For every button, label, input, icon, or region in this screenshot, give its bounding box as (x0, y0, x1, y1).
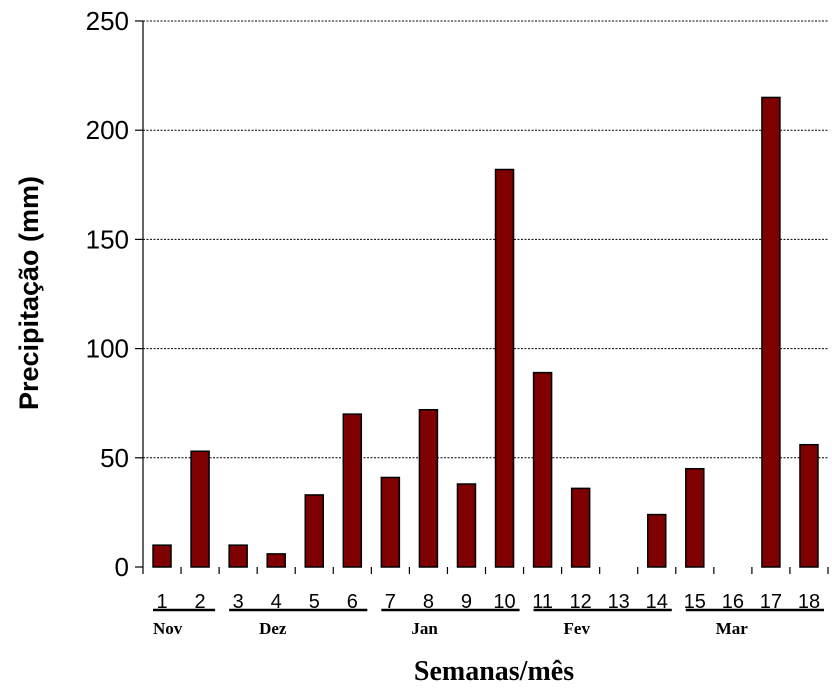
x-tick-label: 13 (608, 591, 630, 613)
month-label: Mar (716, 619, 749, 638)
x-axis-title: Semanas/mês (414, 656, 574, 684)
x-tick-label: 3 (233, 591, 244, 613)
bars (152, 96, 819, 568)
bar (228, 544, 248, 568)
bar (647, 513, 667, 568)
bar (418, 409, 439, 568)
axes (135, 20, 829, 612)
y-axis-title: Precipitação (mm) (14, 176, 44, 410)
bar (304, 494, 324, 568)
x-tick-label: 10 (493, 591, 515, 613)
x-tick-label: 8 (423, 591, 434, 613)
x-tick-label: 18 (798, 591, 820, 613)
x-tick-label: 7 (385, 591, 396, 613)
bar (570, 487, 591, 568)
y-tick-label: 150 (86, 224, 129, 254)
bar (456, 483, 477, 568)
y-tick-label: 200 (86, 115, 129, 145)
x-tick-label: 5 (309, 591, 320, 613)
x-tick-label: 14 (646, 591, 668, 613)
y-tick-label: 0 (115, 552, 129, 582)
bar (761, 96, 781, 568)
x-tick-label: 4 (271, 591, 282, 613)
x-tick-label: 16 (722, 591, 744, 613)
x-tick-label: 17 (760, 591, 782, 613)
x-tick-label: 12 (570, 591, 592, 613)
bar (266, 553, 286, 568)
bar (799, 443, 819, 568)
x-tick-label: 15 (684, 591, 706, 613)
month-label: Jan (411, 619, 438, 638)
bar (494, 168, 515, 568)
x-tick-label: 9 (461, 591, 472, 613)
month-label: Fev (564, 619, 591, 638)
y-tick-label: 250 (86, 6, 129, 36)
x-tick-label: 6 (347, 591, 358, 613)
x-tick-label: 1 (156, 591, 167, 613)
month-label: Nov (153, 619, 183, 638)
y-tick-label: 100 (86, 334, 129, 364)
bar (532, 371, 553, 568)
bar (342, 413, 363, 568)
month-label: Dez (259, 619, 287, 638)
bar (685, 467, 705, 568)
bar (152, 544, 172, 568)
x-tick-label: 11 (532, 591, 553, 613)
bar (190, 450, 210, 568)
gridlines (143, 20, 828, 459)
y-tick-label: 50 (100, 443, 129, 473)
x-tick-label: 2 (195, 591, 206, 613)
bar (380, 476, 401, 568)
